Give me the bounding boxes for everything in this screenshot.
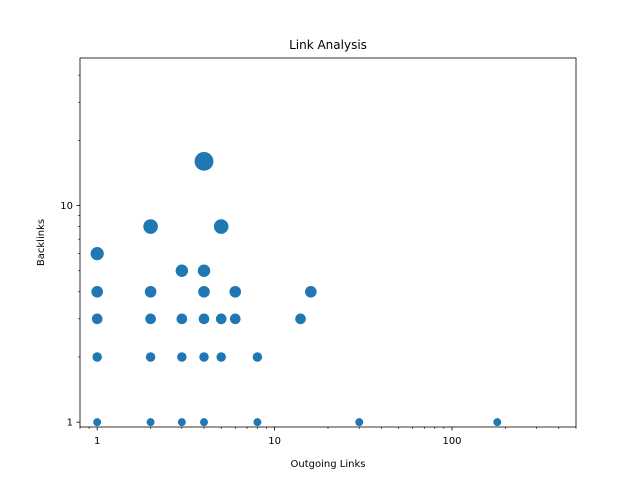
data-point-2 <box>146 418 155 427</box>
data-point-4 <box>200 418 208 427</box>
data-point-26 <box>175 264 189 277</box>
data-point-14 <box>91 313 103 325</box>
data-point-17 <box>198 313 210 325</box>
data-point-20 <box>295 313 306 325</box>
x-tick-label-1: 1 <box>94 436 100 447</box>
data-point-29 <box>143 219 158 234</box>
data-point-13 <box>252 352 263 362</box>
data-point-27 <box>197 264 211 277</box>
data-point-7 <box>493 418 502 427</box>
data-point-1 <box>93 418 102 427</box>
data-point-11 <box>199 352 209 362</box>
x-tick-label-10: 10 <box>268 436 281 447</box>
data-point-31 <box>194 151 214 171</box>
data-point-23 <box>198 285 210 298</box>
data-point-18 <box>215 313 227 325</box>
data-point-28 <box>90 247 104 261</box>
data-point-15 <box>145 313 156 325</box>
data-point-30 <box>213 219 229 234</box>
data-point-21 <box>91 285 103 298</box>
data-point-22 <box>144 285 157 298</box>
x-tick-label-100: 100 <box>442 436 461 447</box>
y-axis-ticks: 1 10 <box>60 201 80 429</box>
y-axis-label: Backlinks <box>36 219 47 266</box>
data-points <box>90 151 502 427</box>
data-point-25 <box>305 285 317 298</box>
plot-area <box>80 58 576 427</box>
y-tick-label-10: 10 <box>60 201 73 212</box>
data-point-24 <box>229 285 242 298</box>
data-point-12 <box>216 352 226 362</box>
data-point-10 <box>177 352 187 362</box>
data-point-9 <box>145 352 156 362</box>
data-point-5 <box>253 418 262 427</box>
x-axis-ticks: 1 10 100 <box>94 427 462 447</box>
plot-frame <box>79 57 577 428</box>
chart-title: Link Analysis <box>289 38 367 52</box>
data-point-8 <box>92 352 102 362</box>
data-point-6 <box>355 418 364 427</box>
data-point-19 <box>229 313 241 325</box>
x-axis-label: Outgoing Links <box>291 459 366 470</box>
y-tick-label-1: 1 <box>67 418 73 429</box>
data-point-3 <box>177 418 186 427</box>
data-point-16 <box>176 313 188 325</box>
